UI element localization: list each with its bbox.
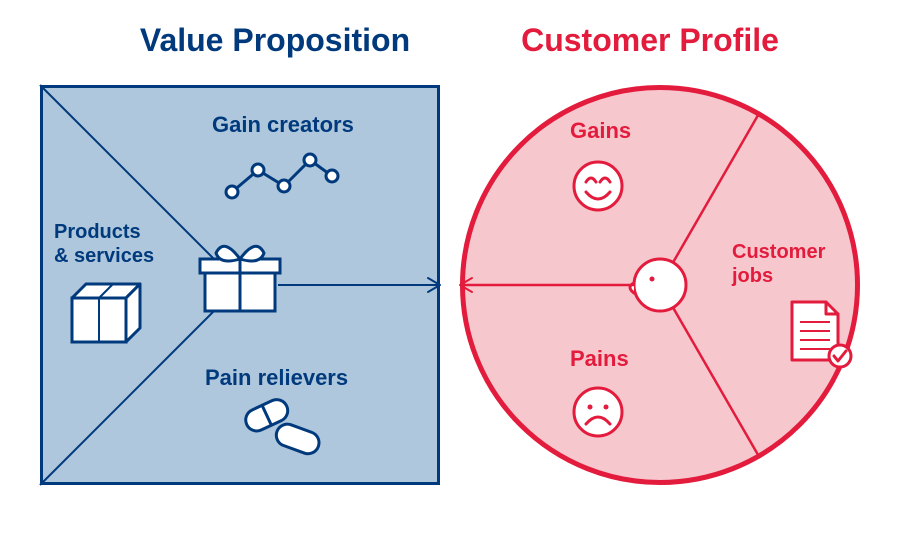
products-services-label: Products & services <box>54 220 154 268</box>
pain-relievers-label: Pain relievers <box>205 365 348 391</box>
jobs-line2: jobs <box>732 265 773 287</box>
customer-profile-title: Customer Profile <box>500 22 800 59</box>
gain-creators-label: Gain creators <box>212 112 354 138</box>
gains-label: Gains <box>570 118 631 144</box>
diagram-canvas: Value Proposition Customer Profile Gain … <box>0 0 900 549</box>
jobs-line1: Customer <box>732 241 825 263</box>
value-proposition-title: Value Proposition <box>125 22 425 59</box>
products-line1: Products <box>54 221 141 243</box>
customer-jobs-label: Customer jobs <box>732 240 825 288</box>
products-line2: & services <box>54 245 154 267</box>
value-proposition-square <box>40 85 440 485</box>
pains-label: Pains <box>570 346 629 372</box>
